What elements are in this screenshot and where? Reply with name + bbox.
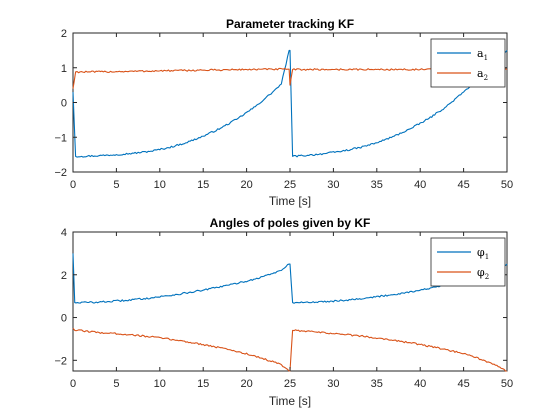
x-tick-label: 50 [501,179,513,191]
x-tick-label: 5 [113,378,119,390]
legend-label: φ1 [477,246,489,261]
x-tick-label: 45 [457,179,469,191]
x-tick-label: 40 [414,179,426,191]
x-tick-label: 50 [501,378,513,390]
series-line-φ1 [72,253,508,304]
y-tick-label: 0 [61,313,67,325]
x-axis: 0 5 10 15 20 25 30 35 40 45 50 [70,232,513,390]
y-tick-label: 0 [61,98,67,110]
x-tick-label: 5 [113,179,119,191]
x-tick-label: 0 [70,378,76,390]
y-axis: −2 −1 0 1 2 [54,28,507,179]
x-tick-label: 40 [414,378,426,390]
x-axis: 0 5 10 15 20 25 30 35 40 45 50 [70,33,513,191]
x-tick-label: 15 [197,378,209,390]
subplot-pole-angles: Angles of poles given by KF 0 5 10 15 20 25 30… [54,216,513,408]
legend-label: φ2 [477,266,489,281]
series-line-a1 [72,49,508,158]
legend-box [430,237,506,287]
x-tick-label: 30 [327,378,339,390]
y-tick-label: −2 [54,355,67,367]
y-tick-label: −2 [54,167,67,179]
legend-box [430,38,506,88]
x-tick-label: 20 [240,378,252,390]
x-tick-label: 25 [284,179,296,191]
x-tick-label: 30 [327,179,339,191]
legend-label: a2 [477,67,488,82]
y-tick-label: −1 [54,132,67,144]
x-tick-label: 35 [371,179,383,191]
y-tick-label: 1 [61,63,67,75]
legend-label: a1 [477,47,488,62]
x-tick-label: 20 [240,179,252,191]
y-axis: −2 0 2 4 [54,227,507,367]
x-axis-label: Time [s] [269,194,311,208]
x-tick-label: 45 [457,378,469,390]
y-tick-label: 2 [61,270,67,282]
chart-title: Angles of poles given by KF [210,216,371,230]
x-tick-label: 10 [154,378,166,390]
x-tick-label: 25 [284,378,296,390]
x-tick-label: 0 [70,179,76,191]
subplot-parameter-tracking: Parameter tracking KF 0 5 10 15 20 25 30 35 40 45… [54,17,513,208]
x-axis-label: Time [s] [269,394,311,408]
x-tick-label: 15 [197,179,209,191]
chart-title: Parameter tracking KF [226,17,354,31]
y-tick-label: 2 [61,28,67,40]
y-tick-label: 4 [61,227,67,239]
x-tick-label: 10 [154,179,166,191]
x-tick-label: 35 [371,378,383,390]
